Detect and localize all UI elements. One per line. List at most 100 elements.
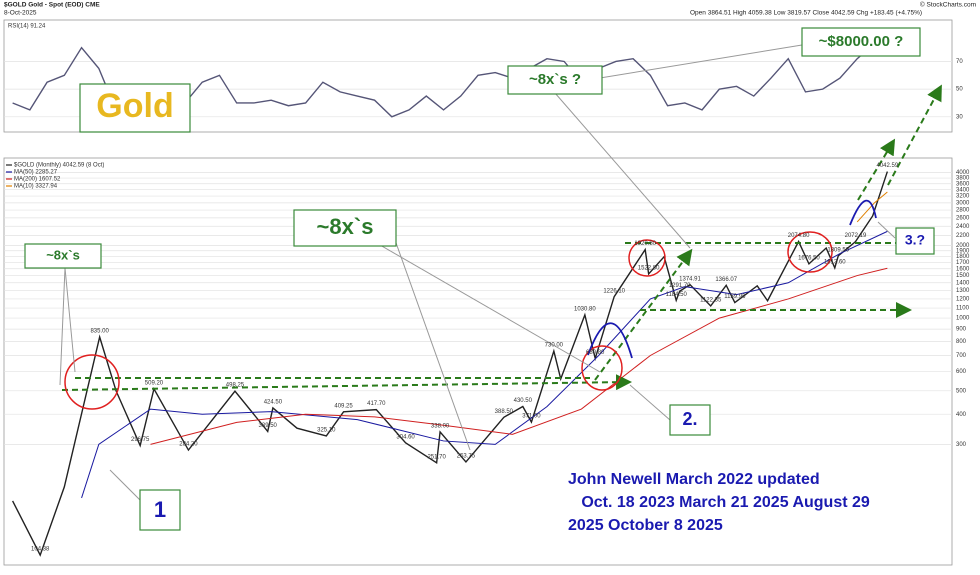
data-label: 296.75 bbox=[131, 437, 150, 443]
y-tick-label: 1600 bbox=[956, 266, 970, 272]
data-label: 253.75 bbox=[457, 454, 476, 460]
annotation: ~8x`s bbox=[317, 214, 374, 239]
y-tick-label: 2400 bbox=[956, 224, 970, 230]
note-box bbox=[565, 466, 920, 536]
y-tick-label: 1700 bbox=[956, 260, 970, 266]
callout bbox=[64, 267, 76, 373]
gold-box bbox=[79, 83, 191, 133]
y-tick-label: 600 bbox=[956, 369, 967, 375]
y-tick-label: 1200 bbox=[956, 297, 970, 303]
annotation: John Newell March 2022 updated bbox=[568, 471, 820, 488]
y-tick-label: 1100 bbox=[956, 306, 970, 312]
legend-label: $GOLD (Monthly) 4042.59 (8 Oct) bbox=[14, 163, 104, 169]
y-tick-label: 50 bbox=[956, 87, 963, 93]
data-label: 2072.19 bbox=[845, 233, 867, 239]
y-tick-label: 1300 bbox=[956, 288, 970, 294]
data-label: 417.70 bbox=[367, 401, 386, 407]
y-tick-label: 3600 bbox=[956, 181, 970, 187]
data-label: 1159.96 bbox=[724, 294, 746, 300]
y-tick-label: 30 bbox=[956, 114, 963, 120]
subtitle: 8-Oct-2025 bbox=[4, 10, 37, 17]
y-tick-label: 3800 bbox=[956, 176, 970, 182]
y-tick-label: 500 bbox=[956, 388, 967, 394]
y-tick-label: 3400 bbox=[956, 187, 970, 193]
y-tick-label: 1900 bbox=[956, 248, 970, 254]
data-label: 304.60 bbox=[396, 434, 415, 440]
data-label: 430.50 bbox=[514, 398, 533, 404]
data-label: 409.25 bbox=[334, 403, 353, 409]
overlays bbox=[24, 27, 942, 536]
data-label: 1366.07 bbox=[715, 277, 737, 283]
callout bbox=[877, 221, 896, 239]
y-tick-label: 800 bbox=[956, 339, 967, 345]
y-tick-label: 4000 bbox=[956, 170, 970, 176]
legend-label: MA(10) 3327.94 bbox=[14, 184, 58, 190]
data-label: 104.38 bbox=[31, 547, 50, 553]
y-tick-label: 3200 bbox=[956, 194, 970, 200]
y-tick-label: 2800 bbox=[956, 208, 970, 214]
annotation-box bbox=[669, 404, 711, 436]
y-tick-label: 1000 bbox=[956, 316, 970, 322]
data-label: 1522.80 bbox=[638, 266, 660, 272]
annotation-box bbox=[895, 227, 935, 255]
data-label: 339.50 bbox=[259, 423, 278, 429]
title: $GOLD Gold - Spot (EOD) CME bbox=[4, 2, 100, 9]
annotation-box bbox=[507, 65, 603, 95]
annotation: 2025 October 8 2025 bbox=[568, 517, 723, 534]
trend-arrow bbox=[857, 138, 896, 201]
data-label: 1122.35 bbox=[700, 298, 722, 304]
y-tick-label: 900 bbox=[956, 327, 967, 333]
circle bbox=[581, 345, 623, 391]
credit: © StockCharts.com bbox=[920, 1, 976, 9]
annotation-box bbox=[139, 489, 181, 531]
arc bbox=[587, 322, 633, 359]
circle bbox=[64, 354, 120, 410]
circle bbox=[787, 231, 833, 273]
data-label: 509.20 bbox=[145, 380, 164, 386]
callout bbox=[379, 244, 601, 373]
data-label: 325.10 bbox=[317, 428, 336, 434]
data-label: 338.00 bbox=[431, 423, 450, 429]
annotation: 3.? bbox=[905, 232, 925, 248]
legend-label: MA(200) 1607.52 bbox=[14, 177, 61, 183]
annotations: 300 400 500 600 700 800 900 1000 1100 1200 1300 140… bbox=[6, 24, 970, 553]
y-tick-label: 1500 bbox=[956, 273, 970, 279]
data-label: 251.70 bbox=[427, 454, 446, 460]
rsi-title: RSI(14) 91.24 bbox=[8, 24, 46, 30]
annotation-box bbox=[24, 243, 102, 269]
annotation: ~8x`s ? bbox=[529, 71, 581, 88]
trend-arrow bbox=[887, 84, 942, 186]
data-label: 1030.80 bbox=[574, 306, 596, 312]
data-label: 730.00 bbox=[545, 343, 564, 349]
y-tick-label: 2600 bbox=[956, 215, 970, 221]
annotation-box bbox=[293, 209, 397, 247]
y-tick-label: 700 bbox=[956, 353, 967, 359]
annotation: 2. bbox=[682, 409, 697, 429]
arc bbox=[849, 199, 877, 226]
annotation-box bbox=[801, 27, 921, 57]
grid bbox=[4, 61, 952, 445]
data-label: 4042.59 bbox=[877, 163, 899, 169]
callout bbox=[599, 44, 803, 79]
data-label: 2074.80 bbox=[788, 233, 810, 239]
rsi-frame bbox=[3, 19, 953, 133]
series-line bbox=[81, 230, 888, 499]
y-tick-label: 1400 bbox=[956, 280, 970, 286]
callout bbox=[59, 267, 66, 386]
y-tick-label: 400 bbox=[956, 412, 967, 418]
data-label: 1374.91 bbox=[679, 276, 701, 282]
y-tick-label: 300 bbox=[956, 442, 967, 448]
data-label: 835.00 bbox=[90, 329, 109, 335]
support-line bbox=[61, 374, 632, 391]
trend-arrow bbox=[594, 248, 693, 381]
legend-label: MA(50) 2285.27 bbox=[14, 170, 58, 176]
data-label: 1676.50 bbox=[798, 255, 820, 261]
data-label: 424.50 bbox=[264, 400, 283, 406]
y-tick-label: 3000 bbox=[956, 200, 970, 206]
data-label: 284.20 bbox=[179, 442, 198, 448]
series-line bbox=[150, 267, 888, 445]
data-label: 1291.70 bbox=[669, 283, 691, 289]
data-label: 680.80 bbox=[586, 350, 605, 356]
y-tick-label: 2200 bbox=[956, 233, 970, 239]
